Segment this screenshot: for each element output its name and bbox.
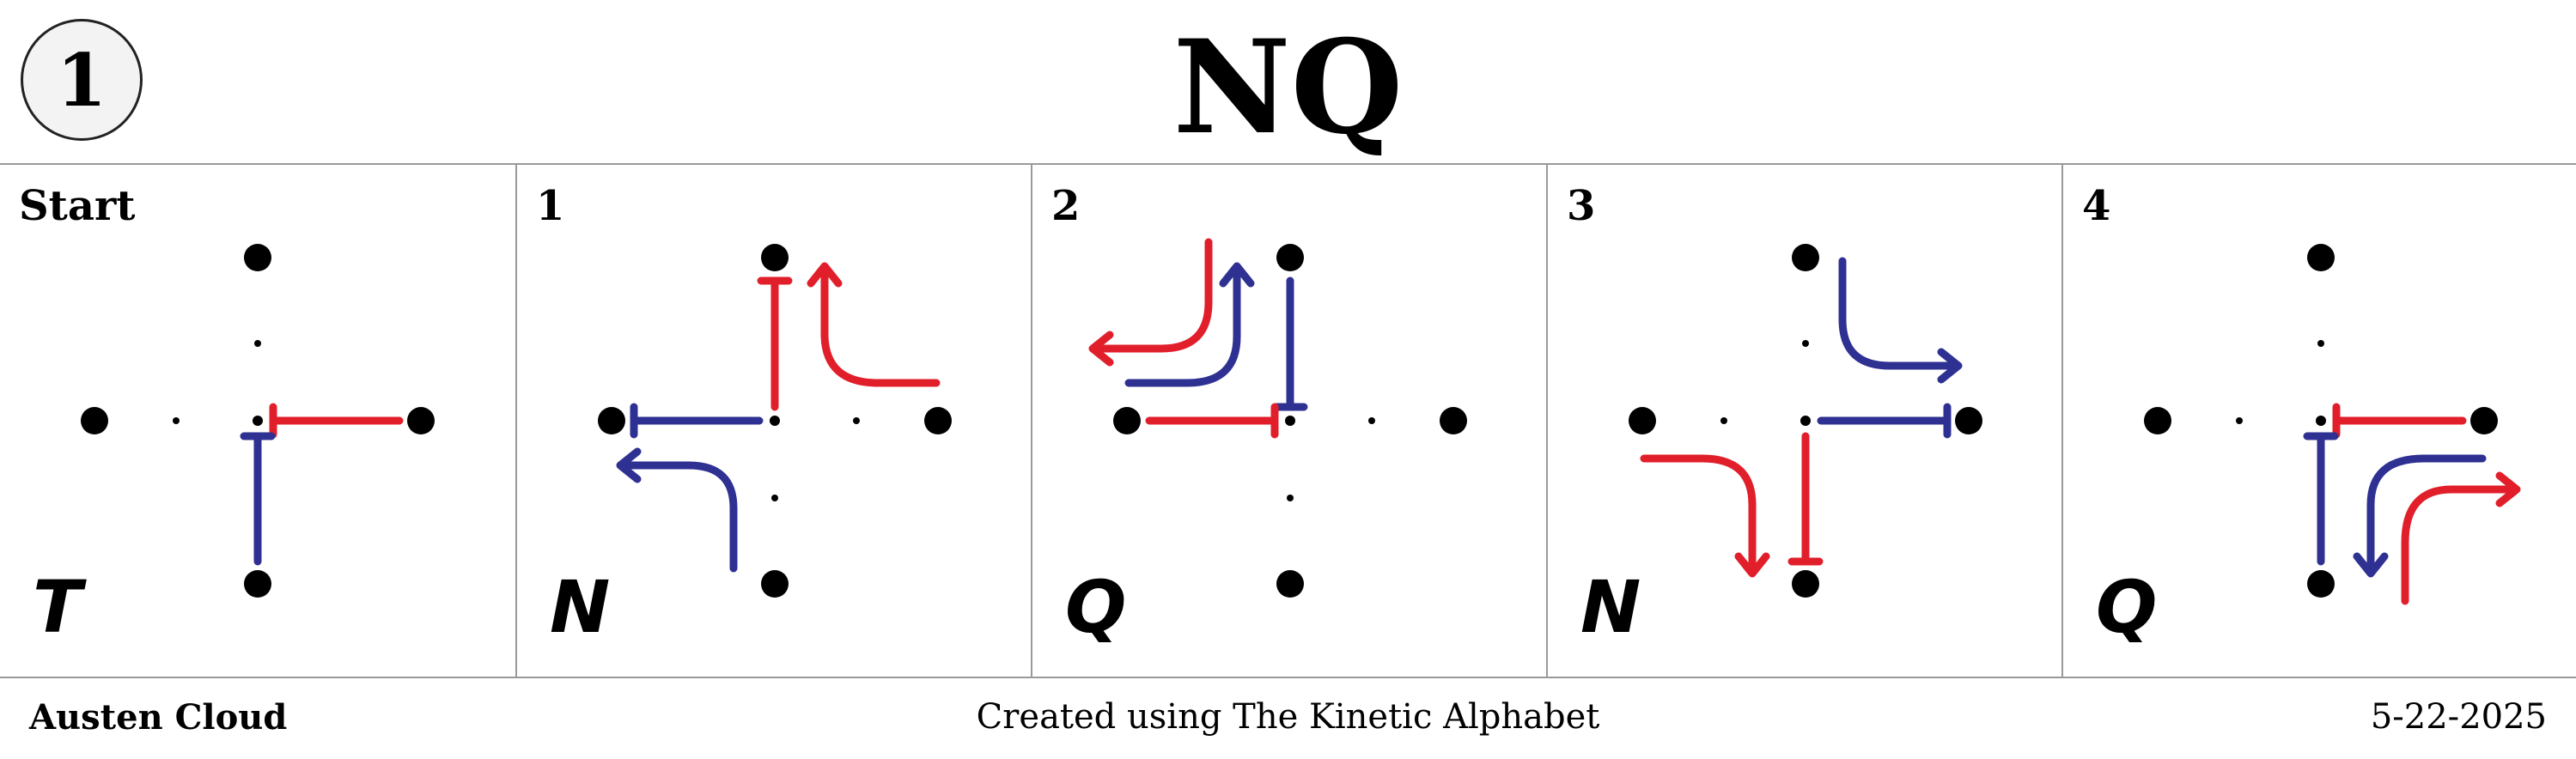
grid-point-east <box>924 407 952 434</box>
grid-point-north <box>244 244 271 271</box>
panel-start: Start T <box>0 165 515 677</box>
red-prop-bar <box>1792 436 1819 562</box>
blue-prop-bar <box>634 407 759 434</box>
letter-glyph: Q <box>2096 568 2157 646</box>
grid-midpoint <box>771 495 778 501</box>
grid-point-south <box>761 570 789 598</box>
grid-center <box>1800 416 1811 426</box>
grid-point-east <box>2470 407 2498 434</box>
panel-step-3: 3 N <box>1546 165 2061 677</box>
grid-midpoint <box>1287 495 1294 501</box>
grid-point-north <box>1276 244 1304 271</box>
grid-midpoint <box>1720 417 1727 424</box>
grid-midpoint <box>2236 417 2243 424</box>
grid-point-south <box>2307 570 2335 598</box>
letter-glyph: Q <box>1065 568 1126 646</box>
grid-midpoint <box>254 340 261 347</box>
blue-turn-arrow <box>2357 458 2482 574</box>
grid-center <box>1285 416 1295 426</box>
grid-center <box>2316 416 2326 426</box>
blue-prop-bar <box>1821 407 1947 434</box>
grid-point-south <box>1792 570 1819 598</box>
grid-point-west <box>1629 407 1656 434</box>
red-turn-arrow <box>811 266 936 383</box>
red-turn-arrow <box>1644 458 1766 574</box>
blue-prop-bar <box>244 436 271 562</box>
letter-glyph: N <box>550 568 610 646</box>
blue-turn-arrow <box>620 452 734 568</box>
footer: Austen Cloud Created using The Kinetic A… <box>0 687 2576 747</box>
panel-step-4: 4 Q <box>2061 165 2576 677</box>
grid-point-south <box>244 570 271 598</box>
red-prop-bar <box>2336 407 2463 434</box>
panel-step-2: 2 Q <box>1031 165 1546 677</box>
blue-prop-bar <box>2307 436 2335 562</box>
red-turn-arrow <box>2405 476 2517 601</box>
red-prop-bar <box>1149 407 1275 434</box>
red-turn-arrow <box>1093 242 1209 362</box>
date-text: 5-22-2025 <box>2371 697 2547 737</box>
page-title: NQ <box>0 10 2576 165</box>
grid-point-west <box>1113 407 1141 434</box>
grid-point-south <box>1276 570 1304 598</box>
blue-turn-arrow <box>1842 261 1958 380</box>
panel-step-1: 1 N <box>515 165 1031 677</box>
grid-point-west <box>2144 407 2171 434</box>
grid-midpoint <box>853 417 860 424</box>
grid-midpoint <box>2317 340 2324 347</box>
grid-point-east <box>407 407 435 434</box>
grid-point-north <box>2307 244 2335 271</box>
grid-midpoint <box>1368 417 1375 424</box>
grid-point-west <box>598 407 625 434</box>
red-prop-bar <box>761 281 789 407</box>
grid-point-west <box>81 407 108 434</box>
red-prop-bar <box>273 407 399 434</box>
grid-point-north <box>1792 244 1819 271</box>
blue-prop-bar <box>1276 281 1304 407</box>
grid-center <box>253 416 263 426</box>
grid-midpoint <box>173 417 180 424</box>
grid-midpoint <box>1802 340 1809 347</box>
letter-glyph: N <box>1580 568 1641 646</box>
grid-point-east <box>1440 407 1467 434</box>
credit-text: Created using The Kinetic Alphabet <box>0 697 2576 737</box>
grid-point-east <box>1955 407 1982 434</box>
blue-turn-arrow <box>1129 266 1251 383</box>
grid-center <box>770 416 780 426</box>
grid-point-north <box>761 244 789 271</box>
sequence-panels: Start T 1 <box>0 163 2576 678</box>
letter-glyph: T <box>33 568 82 646</box>
